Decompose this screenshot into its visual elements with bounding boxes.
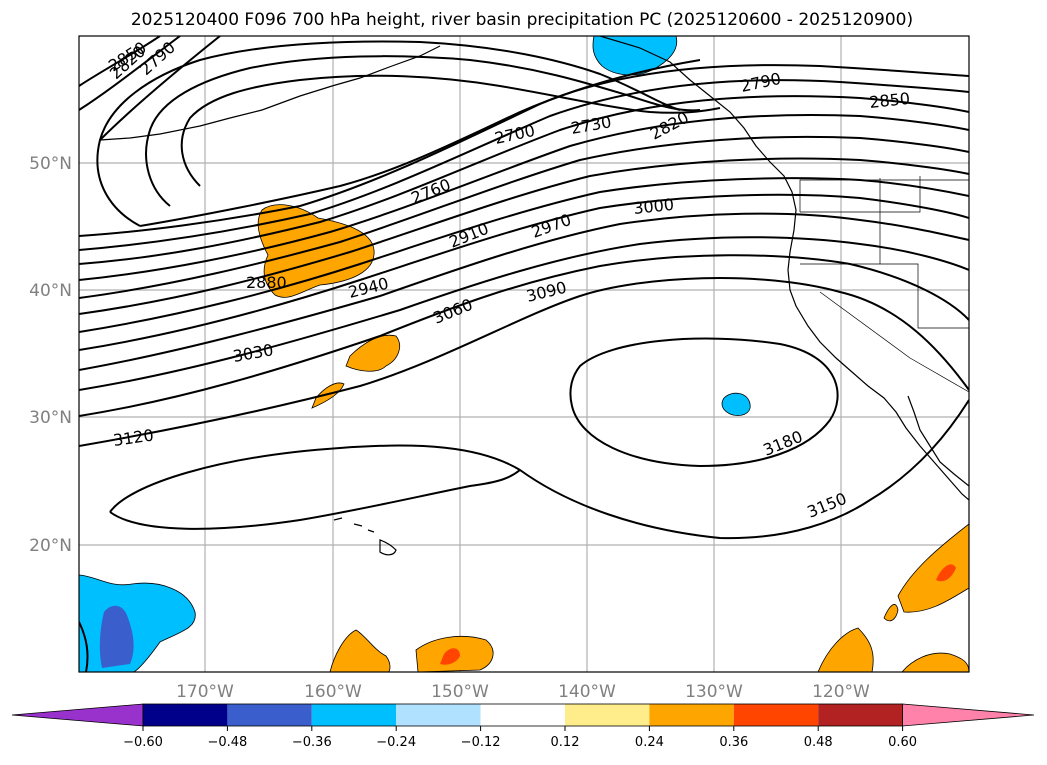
precip-negative-region: [721, 392, 751, 416]
lon-label: 140°W: [558, 682, 616, 702]
precip-negative-core: [99, 605, 134, 668]
contour-2880: [79, 114, 969, 281]
colorbar-outline: [142, 703, 903, 727]
colorbar: −0.60 −0.48 −0.36 −0.24 −0.12 0.12 0.24 0.36 0.4…: [11, 703, 1035, 750]
colorbar-segment: [396, 704, 481, 726]
precip-positive-region: [897, 523, 969, 613]
colorbar-tick-label: −0.12: [461, 735, 501, 750]
contour-2850: [79, 95, 969, 265]
coastline-us-west: [787, 251, 969, 501]
map-panel: 2850 2820 2790 2700 2730 2820 2790 2850 …: [78, 35, 970, 673]
contour-2970: [79, 177, 969, 333]
lon-label: 130°W: [685, 682, 743, 702]
precip-positive-core: [440, 648, 460, 665]
contour-3180: [569, 337, 839, 468]
contour-3090: [79, 254, 969, 417]
contour-label: 2850: [868, 89, 910, 112]
lat-label: 40°N: [29, 281, 72, 301]
contour-label: 3000: [632, 195, 674, 218]
map-frame: [78, 35, 970, 673]
colorbar-segment: [227, 704, 312, 726]
border-states: [799, 176, 969, 393]
contour-3120: [79, 277, 969, 447]
map-background: [79, 36, 969, 672]
lat-label: 20°N: [29, 536, 72, 556]
colorbar-tick-label: −0.36: [292, 735, 332, 750]
lon-label: 150°W: [431, 682, 489, 702]
colorbar-extend-high: [902, 703, 1035, 727]
colorbar-segment: [818, 704, 903, 726]
contour-2820: [79, 79, 969, 251]
coastline-aleutians: [99, 45, 441, 141]
precip-positive-region: [817, 627, 874, 672]
contour-2910: [79, 135, 969, 299]
coastline-hawaii: [333, 517, 397, 556]
colorbar-segment: [733, 704, 819, 726]
precip-positive-region: [311, 382, 345, 409]
contour-2730: [145, 55, 701, 207]
lat-label: 30°N: [29, 408, 72, 428]
colorbar-segment: [565, 704, 650, 726]
precip-positive-core: [936, 564, 956, 582]
contour-3150-low: [109, 469, 521, 530]
lon-label: 170°W: [176, 682, 234, 702]
contour-2790-nw: [99, 36, 221, 141]
precip-positive-region: [883, 604, 899, 622]
contour-2700: [180, 74, 721, 187]
colorbar-extend-low: [11, 703, 144, 727]
lat-labels: 50°N 40°N 30°N 20°N: [29, 154, 72, 556]
contour-label: 2880: [246, 273, 287, 292]
lat-label: 50°N: [29, 154, 72, 174]
lon-label: 160°W: [304, 682, 362, 702]
contour-edge-left: [79, 621, 89, 672]
figure-title: 2025120400 F096 700 hPa height, river ba…: [131, 10, 913, 30]
contour-3030: [79, 212, 969, 371]
contour-3000: [79, 193, 969, 351]
colorbar-tick-label: −0.48: [207, 735, 247, 750]
precip-positive-region: [901, 652, 969, 672]
colorbar-tick-label: 0.12: [551, 735, 580, 750]
height-contours: [79, 36, 969, 672]
coastline-baja: [907, 395, 969, 487]
lon-label: 120°W: [812, 682, 870, 702]
lon-labels: 170°W 160°W 150°W 140°W 130°W 120°W: [176, 682, 870, 702]
colorbar-tick-label: 0.60: [888, 735, 917, 750]
colorbar-segment: [649, 704, 734, 726]
contour-2760: [96, 40, 701, 227]
contour-2940: [79, 157, 969, 315]
precip-positive-region: [329, 629, 391, 672]
contour-2850-nw: [79, 36, 161, 87]
colorbar-segment: [480, 704, 565, 726]
contour-3150: [109, 399, 969, 540]
colorbar-tick-label: −0.60: [123, 735, 163, 750]
colorbar-segment: [311, 704, 397, 726]
colorbar-tick-label: −0.24: [376, 735, 416, 750]
colorbar-tick-label: 0.24: [635, 735, 664, 750]
colorbar-segment: [143, 704, 228, 726]
contour-3060: [79, 236, 969, 391]
colorbar-tick-label: 0.48: [804, 735, 833, 750]
contour-2820-nw: [79, 36, 181, 111]
colorbar-tick-label: 0.36: [719, 735, 748, 750]
